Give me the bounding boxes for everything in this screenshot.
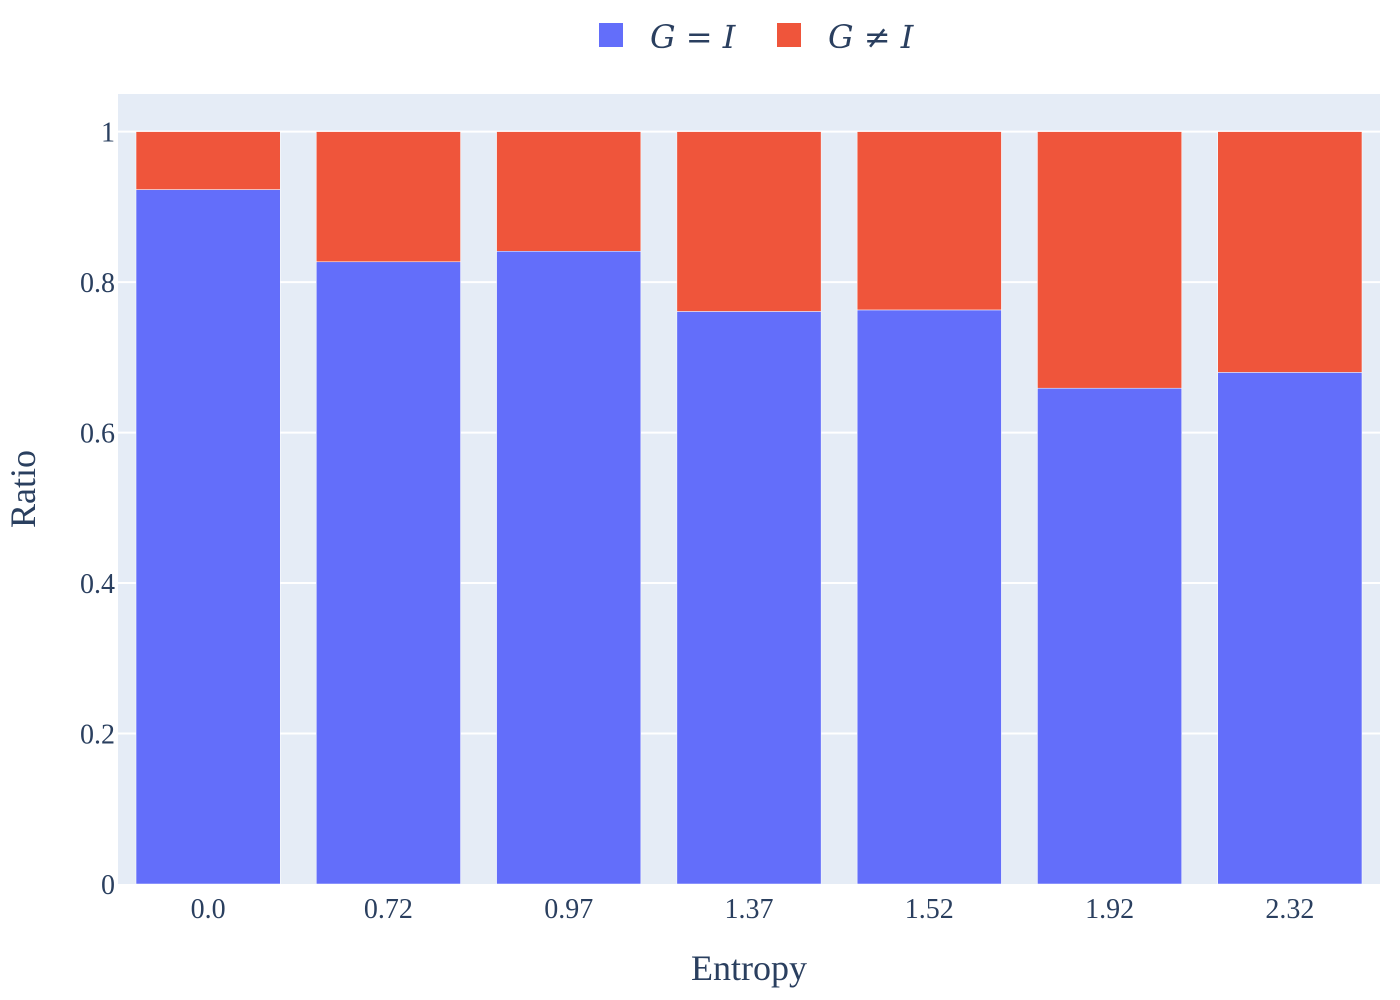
x-axis-ticks: 0.0 0.72 0.97 1.37 1.52 1.92 2.32 — [191, 894, 1315, 925]
bar-g-not-equals-i[interactable] — [316, 131, 461, 263]
legend-swatch-g-equals-i[interactable] — [599, 23, 623, 47]
bar-g-equals-i[interactable] — [856, 309, 1002, 885]
bars — [135, 131, 1363, 885]
y-axis-title: Ratio — [3, 450, 43, 528]
bar-g-equals-i[interactable] — [316, 261, 461, 885]
y-axis-ticks: 0 0.2 0.4 0.6 0.8 1 — [80, 118, 115, 901]
x-tick-label: 0.97 — [544, 894, 593, 925]
y-tick-label: 1 — [101, 118, 115, 149]
bar-g-not-equals-i[interactable] — [496, 131, 642, 252]
y-tick-label: 0.6 — [80, 419, 115, 450]
x-tick-label: 1.92 — [1085, 894, 1134, 925]
y-tick-label: 0.8 — [80, 268, 115, 299]
bar-g-not-equals-i[interactable] — [1217, 131, 1363, 373]
x-tick-label: 2.32 — [1265, 894, 1314, 925]
legend[interactable]: G = I G ≠ I — [599, 18, 915, 56]
bar-g-equals-i[interactable] — [135, 189, 281, 885]
bar-g-equals-i[interactable] — [1037, 387, 1182, 885]
bar-g-not-equals-i[interactable] — [676, 131, 822, 312]
legend-swatch-g-not-equals-i[interactable] — [777, 23, 801, 47]
x-tick-label: 1.52 — [905, 894, 954, 925]
legend-label-g-not-equals-i[interactable]: G ≠ I — [828, 18, 915, 56]
x-tick-label: 1.37 — [725, 894, 774, 925]
x-tick-label: 0.0 — [191, 894, 226, 925]
y-tick-label: 0.4 — [80, 569, 115, 600]
y-tick-label: 0.2 — [80, 720, 115, 751]
bar-g-not-equals-i[interactable] — [135, 131, 281, 190]
x-axis-title: Entropy — [691, 948, 807, 988]
bar-g-not-equals-i[interactable] — [1037, 131, 1182, 389]
bar-g-not-equals-i[interactable] — [856, 131, 1002, 311]
bar-g-equals-i[interactable] — [1217, 372, 1363, 885]
bar-g-equals-i[interactable] — [676, 311, 822, 885]
y-tick-label: 0 — [101, 870, 115, 901]
bar-g-equals-i[interactable] — [496, 250, 642, 885]
legend-label-g-equals-i[interactable]: G = I — [650, 18, 737, 56]
x-tick-label: 0.72 — [364, 894, 413, 925]
